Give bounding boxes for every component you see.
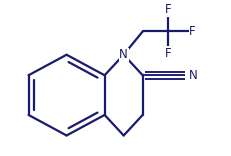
Text: N: N xyxy=(119,48,128,61)
Text: N: N xyxy=(189,69,198,82)
Text: F: F xyxy=(165,47,171,60)
Text: F: F xyxy=(189,25,196,38)
Text: F: F xyxy=(165,3,171,16)
